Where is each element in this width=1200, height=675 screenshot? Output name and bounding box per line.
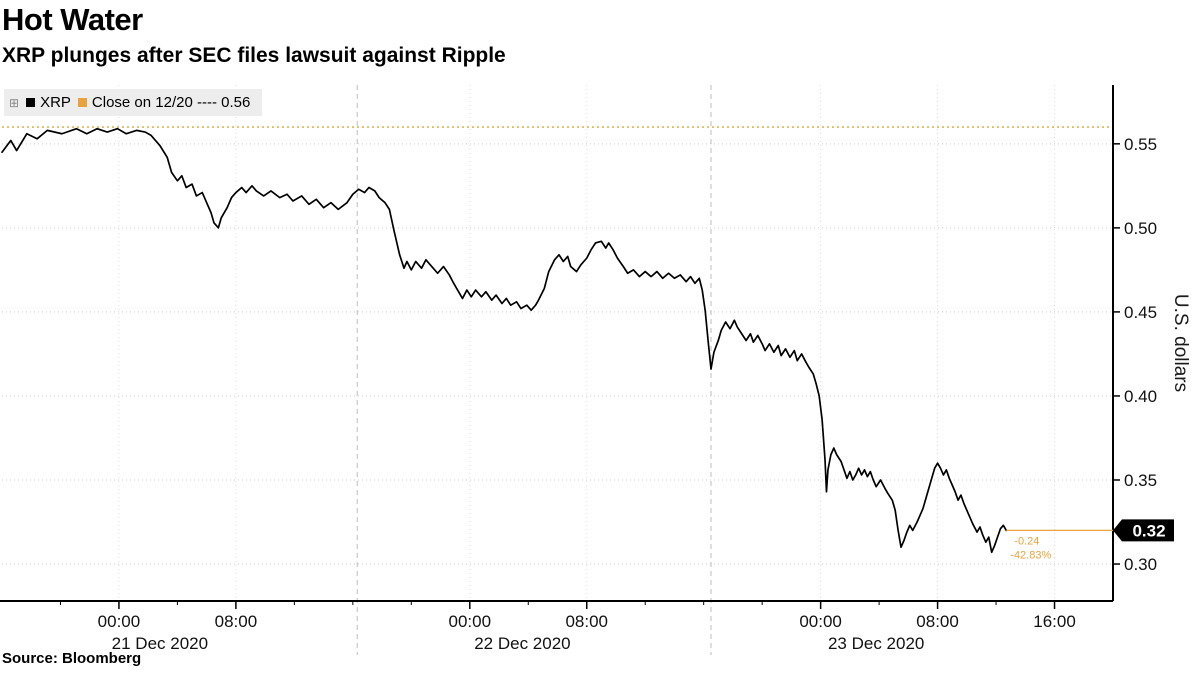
y-tick-label: 0.35 xyxy=(1124,471,1157,490)
day-label: 23 Dec 2020 xyxy=(828,634,924,653)
chart-options-icon[interactable]: ⊞ xyxy=(9,95,20,110)
legend-label-xrp: XRP xyxy=(40,94,71,111)
y-tick-label: 0.55 xyxy=(1124,135,1157,154)
last-price-value: 0.32 xyxy=(1132,521,1165,540)
legend-swatch-close xyxy=(77,98,87,107)
x-tick-label: 08:00 xyxy=(916,612,959,631)
change-percent-label: -42.83% xyxy=(1010,549,1051,561)
y-tick-label: 0.45 xyxy=(1124,303,1157,322)
x-tick-label: 08:00 xyxy=(565,612,608,631)
x-tick-label: 16:00 xyxy=(1033,612,1076,631)
xrp-price-line xyxy=(1,127,1008,554)
chart-legend: ⊞ XRP Close on 12/20 ---- 0.56 xyxy=(4,89,263,116)
last-price-badge xyxy=(1113,519,1174,542)
legend-item-xrp[interactable]: XRP xyxy=(26,94,71,111)
x-tick-label: 00:00 xyxy=(449,612,492,631)
chart-subtitle: XRP plunges after SEC files lawsuit agai… xyxy=(2,44,506,67)
chart-title: Hot Water xyxy=(2,2,143,37)
source-attribution: Source: Bloomberg xyxy=(2,650,142,667)
y-axis-title: U.S. dollars xyxy=(1170,293,1191,393)
y-tick-label: 0.50 xyxy=(1124,219,1157,238)
x-tick-label: 00:00 xyxy=(799,612,842,631)
change-absolute-label: -0.24 xyxy=(1014,535,1039,547)
legend-swatch-xrp xyxy=(26,98,36,107)
x-tick-label: 08:00 xyxy=(215,612,258,631)
legend-item-close[interactable]: Close on 12/20 ---- 0.56 xyxy=(77,94,251,111)
day-label: 21 Dec 2020 xyxy=(112,634,208,653)
y-tick-label: 0.30 xyxy=(1124,555,1157,574)
x-tick-label: 00:00 xyxy=(98,612,141,631)
legend-label-close: Close on 12/20 ---- 0.56 xyxy=(91,94,251,111)
day-label: 22 Dec 2020 xyxy=(474,634,570,653)
y-tick-label: 0.40 xyxy=(1124,387,1157,406)
